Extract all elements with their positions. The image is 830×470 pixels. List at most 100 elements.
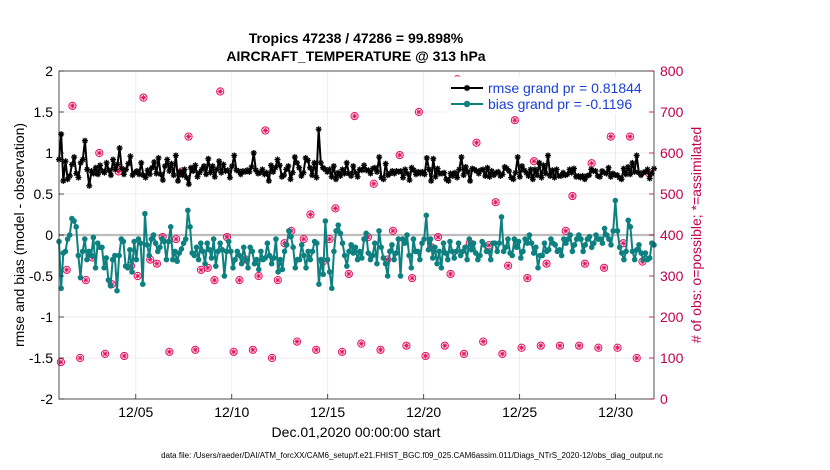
- rmse-series-point: [534, 172, 541, 179]
- obs-assimilated-point: [371, 181, 377, 187]
- bias-series-point: [66, 232, 73, 238]
- obs-possible-point: [312, 345, 321, 354]
- obs-assimilated-point: [346, 271, 352, 277]
- rmse-series-point: [456, 166, 463, 173]
- rmse-series-point: [213, 166, 220, 173]
- bias-series-point: [86, 248, 92, 255]
- obs-assimilated-point: [505, 263, 511, 269]
- obs-assimilated-point: [140, 95, 147, 101]
- bias-series-point: [163, 256, 170, 263]
- obs-possible-point: [440, 341, 449, 350]
- obs-possible-point: [350, 112, 359, 121]
- obs-assimilated-point: [192, 347, 198, 353]
- bias-series-point: [320, 271, 327, 278]
- bias-series-point: [215, 248, 221, 255]
- bias-series-point: [245, 265, 251, 271]
- rmse-series-point: [127, 153, 134, 160]
- bias-series-point: [187, 224, 193, 230]
- obs-assimilated-point: [595, 345, 601, 351]
- obs-possible-point: [376, 345, 385, 354]
- bias-series-point: [71, 218, 77, 224]
- obs-possible-point: [306, 210, 315, 219]
- rmse-series-point: [516, 173, 523, 180]
- rmse-series-point: [495, 168, 502, 175]
- obs-assimilated-point: [250, 347, 256, 353]
- rmse-series-point: [326, 166, 333, 173]
- rmse-series-point: [374, 168, 381, 175]
- rmse-series-point: [71, 154, 78, 161]
- bias-series-point: [58, 285, 64, 292]
- obs-assimilated-point: [480, 339, 486, 345]
- legend-rmse-star: [463, 84, 471, 92]
- obs-assimilated-point: [351, 113, 358, 119]
- obs-possible-point: [395, 150, 404, 160]
- rmse-series-point: [549, 167, 556, 174]
- rmse-series-point: [434, 165, 441, 172]
- obs-assimilated-point: [231, 349, 237, 355]
- rmse-series-point: [268, 162, 275, 169]
- rmse-series-point: [367, 170, 374, 177]
- bias-series-point: [298, 242, 305, 248]
- bias-series-point: [135, 236, 142, 242]
- obs-possible-point: [120, 351, 129, 361]
- rmse-series-point: [97, 162, 104, 169]
- bias-series-point: [627, 224, 634, 230]
- bias-series-point: [62, 248, 69, 255]
- obs-assimilated-point: [217, 88, 223, 95]
- obs-possible-point: [555, 341, 565, 350]
- obs-assimilated-point: [447, 271, 454, 277]
- bias-series-point: [142, 210, 148, 217]
- rmse-series-point: [250, 150, 257, 156]
- bias-series-point: [432, 244, 438, 251]
- obs-assimilated-point: [69, 103, 76, 109]
- bias-series-point: [638, 250, 644, 256]
- bias-series-point: [114, 287, 120, 294]
- bias-series-point: [273, 236, 279, 242]
- bias-series-point: [348, 242, 354, 248]
- rmse-series-point: [259, 166, 266, 173]
- rmse-series-point: [90, 170, 97, 177]
- bias-series-point: [185, 207, 191, 214]
- obs-assimilated-point: [332, 205, 338, 211]
- rmse-series-point: [337, 172, 344, 179]
- bias-series-point: [247, 244, 253, 251]
- bias-series-point: [275, 269, 281, 275]
- obs-possible-point: [594, 343, 603, 352]
- obs-possible-point: [267, 353, 277, 363]
- bias-series-point: [264, 240, 271, 246]
- rmse-series-point: [648, 170, 655, 177]
- bias-series-point: [296, 256, 303, 263]
- bias-series-point: [565, 236, 571, 242]
- rmse-series-point: [125, 160, 132, 167]
- bias-series-point: [92, 265, 99, 271]
- obs-possible-point: [568, 191, 577, 201]
- rmse-series-point: [512, 169, 519, 176]
- bias-series-point: [515, 238, 522, 245]
- rmse-series-point: [164, 156, 171, 163]
- bias-series-point: [208, 255, 215, 261]
- x-tick-label: 12/30: [598, 404, 633, 420]
- obs-assimilated-point: [96, 150, 102, 156]
- y-right-tick-label: 200: [660, 309, 684, 325]
- bias-series-point: [112, 252, 118, 259]
- legend-rmse-label: rmse grand pr = 0.81844: [488, 80, 642, 96]
- obs-assimilated-point: [135, 273, 141, 279]
- rmse-series-point: [586, 172, 593, 179]
- rmse-series-point: [428, 177, 435, 184]
- bias-series-point: [359, 255, 365, 261]
- obs-possible-point: [632, 353, 641, 363]
- rmse-series-point: [462, 163, 469, 170]
- bias-series-point: [326, 269, 333, 275]
- bias-series-point: [262, 255, 269, 261]
- bias-series-point: [451, 255, 458, 261]
- obs-assimilated-point: [77, 355, 83, 361]
- obs-assimilated-point: [313, 347, 319, 353]
- rmse-series-point: [317, 159, 324, 166]
- bias-series-point: [99, 244, 105, 251]
- bias-series-point: [526, 232, 533, 238]
- obs-assimilated-point: [608, 134, 614, 140]
- y-right-tick-label: 0: [660, 391, 668, 407]
- obs-assimilated-point: [256, 273, 262, 279]
- bias-series-point: [429, 255, 436, 261]
- obs-assimilated-point: [327, 236, 333, 242]
